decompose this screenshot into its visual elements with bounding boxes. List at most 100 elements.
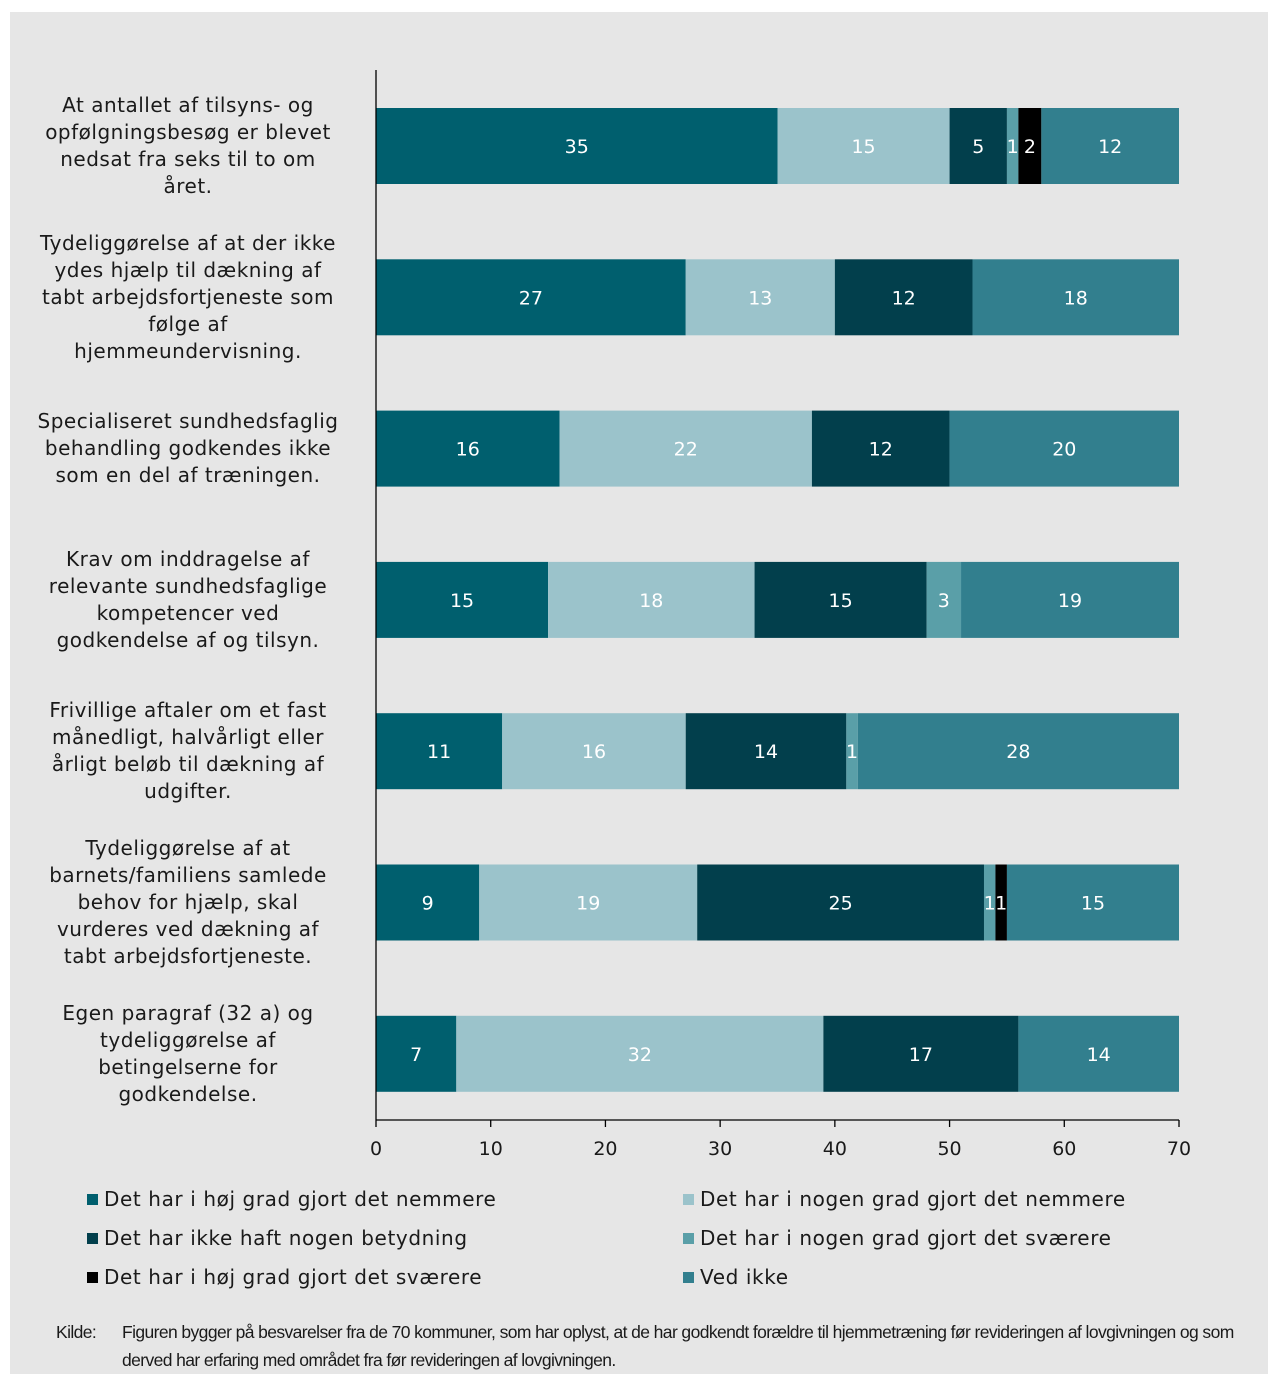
bar-segment: [834, 259, 973, 336]
legend-swatch: [683, 1272, 694, 1283]
legend-item: Det har i høj grad gjort det sværere: [87, 1265, 482, 1289]
bar-segment: [949, 410, 1179, 487]
legend-swatch: [683, 1194, 694, 1205]
category-label-line: nedsat fra seks til to om: [60, 147, 316, 171]
data-label: 15: [450, 590, 474, 612]
bar-segment: [777, 108, 950, 184]
data-label: 12: [1098, 136, 1122, 158]
category-label-line: Tydeliggørelse af at: [85, 836, 291, 860]
category-label-line: årligt beløb til dækning af: [51, 752, 325, 777]
bar-segment: [685, 259, 835, 336]
data-label: 1: [995, 893, 1007, 915]
legend-label: Det har ikke haft nogen betydning: [104, 1226, 468, 1250]
category-label-line: barnets/familiens samlede: [49, 863, 327, 887]
category-label: Tydeliggørelse af at barnets/familiens sa…: [23, 835, 353, 970]
data-label: 1: [1007, 136, 1019, 158]
x-tick-label: 60: [1052, 1138, 1076, 1160]
category-label-line: opfølgningsbesøg er blevet: [45, 120, 331, 144]
category-label-line: behov for hjælp, skal: [77, 890, 299, 914]
legend-item: Det har i nogen grad gjort det sværere: [683, 1226, 1111, 1250]
bar-segment: [685, 713, 847, 790]
data-label: 32: [628, 1044, 652, 1066]
bar-segment: [559, 410, 812, 487]
bar-segment: [376, 1015, 457, 1092]
category-label-line: månedligt, halvårligt eller: [51, 725, 325, 750]
source-label: Kilde:: [56, 1322, 97, 1342]
legend-item: Det har i høj grad gjort det nemmere: [87, 1187, 496, 1211]
bar-segment: [1041, 108, 1179, 184]
data-label: 7: [410, 1044, 422, 1066]
category-label-line: Frivillige aftaler om et fast: [49, 698, 327, 723]
category-label-line: At antallet af tilsyns- og: [62, 93, 314, 117]
data-label: 19: [576, 893, 600, 915]
category-label-line: Egen paragraf (32 a) og: [62, 1000, 314, 1025]
legend-label: Det har i høj grad gjort det sværere: [104, 1265, 483, 1289]
data-label: 35: [565, 136, 589, 158]
category-label-line: Krav om inddragelse af: [66, 546, 310, 571]
x-tick-label: 70: [1167, 1138, 1191, 1160]
category-label-line: som en del af træningen.: [55, 463, 321, 488]
category-label: Tydeliggørelse af at der ikke ydes hjælp …: [23, 230, 353, 365]
category-label: Frivillige aftaler om et fast månedligt, …: [23, 697, 353, 805]
data-label: 13: [748, 287, 772, 309]
source-text: Figuren bygger på besvarelser fra de 70 …: [122, 1322, 1234, 1370]
bar-segment: [823, 1015, 1019, 1092]
data-label: 5: [972, 136, 984, 158]
data-label: 27: [519, 287, 543, 309]
category-label: Egen paragraf (32 a) og tydeliggørelse af…: [23, 1000, 353, 1108]
x-tick-label: 0: [370, 1138, 382, 1160]
legend-swatch: [87, 1272, 98, 1283]
legend-swatch: [87, 1233, 98, 1244]
data-label: 16: [582, 741, 606, 763]
bar-segment: [949, 108, 1007, 184]
bar-segment: [1018, 108, 1042, 184]
category-label-line: tydeliggørelse af: [100, 1027, 276, 1052]
data-label: 1: [846, 741, 858, 763]
category-label-line: hjemmeundervisning.: [74, 338, 302, 363]
legend-swatch: [683, 1233, 694, 1244]
category-label-line: tabt arbejdsfortjeneste som: [42, 284, 334, 309]
data-label: 3: [938, 590, 950, 612]
x-tick-label: 20: [593, 1138, 617, 1160]
bar-segment: [972, 259, 1179, 336]
category-label-line: året.: [163, 174, 213, 198]
legend-item: Det har ikke haft nogen betydning: [87, 1226, 468, 1250]
x-tick-label: 30: [708, 1138, 732, 1160]
data-label: 15: [828, 590, 852, 612]
data-label: 19: [1058, 590, 1082, 612]
category-label-line: følge af: [148, 311, 228, 336]
category-label-line: Tydeliggørelse af at der ikke: [40, 230, 336, 255]
bar-segment: [1018, 1015, 1179, 1092]
bar-segment: [502, 713, 686, 790]
category-label-line: relevante sundhedsfaglige: [48, 573, 328, 598]
category-label-line: betingelserne for: [98, 1054, 278, 1079]
category-label-line: ydes hjælp til dækning af: [54, 257, 322, 282]
x-tick-label: 50: [937, 1138, 961, 1160]
bar-segment: [811, 410, 950, 487]
data-label: 18: [1064, 287, 1088, 309]
bar-segment: [857, 713, 1179, 790]
chart-panel: 35 15 5 1 2 12 27 13 12 18 16 22 12 20 15 18 15 3 19 11 16 14…: [10, 12, 1268, 1374]
legend-label: Det har i høj grad gjort det nemmere: [104, 1187, 497, 1211]
bar-segment: [376, 259, 686, 336]
data-label: 15: [851, 136, 875, 158]
data-label: 9: [422, 893, 434, 915]
data-label: 28: [1006, 741, 1030, 763]
data-label: 16: [456, 439, 480, 461]
legend-label: Det har i nogen grad gjort det sværere: [700, 1226, 1112, 1250]
data-label: 14: [1087, 1044, 1111, 1066]
data-label: 18: [639, 590, 663, 612]
data-label: 22: [674, 439, 698, 461]
bar-segment: [961, 561, 1179, 638]
category-label-line: Specialiseret sundhedsfaglig: [37, 409, 339, 434]
bar-segment: [456, 1015, 824, 1092]
legend-item: Ved ikke: [683, 1265, 789, 1289]
category-label: At antallet af tilsyns- og opfølgningsbes…: [23, 92, 353, 200]
bar-segment: [376, 108, 778, 184]
bar-segment: [754, 561, 927, 638]
bar-segment: [376, 713, 503, 790]
data-label: 12: [892, 287, 916, 309]
bar-segment: [697, 864, 984, 941]
bar-segment: [1006, 864, 1179, 941]
